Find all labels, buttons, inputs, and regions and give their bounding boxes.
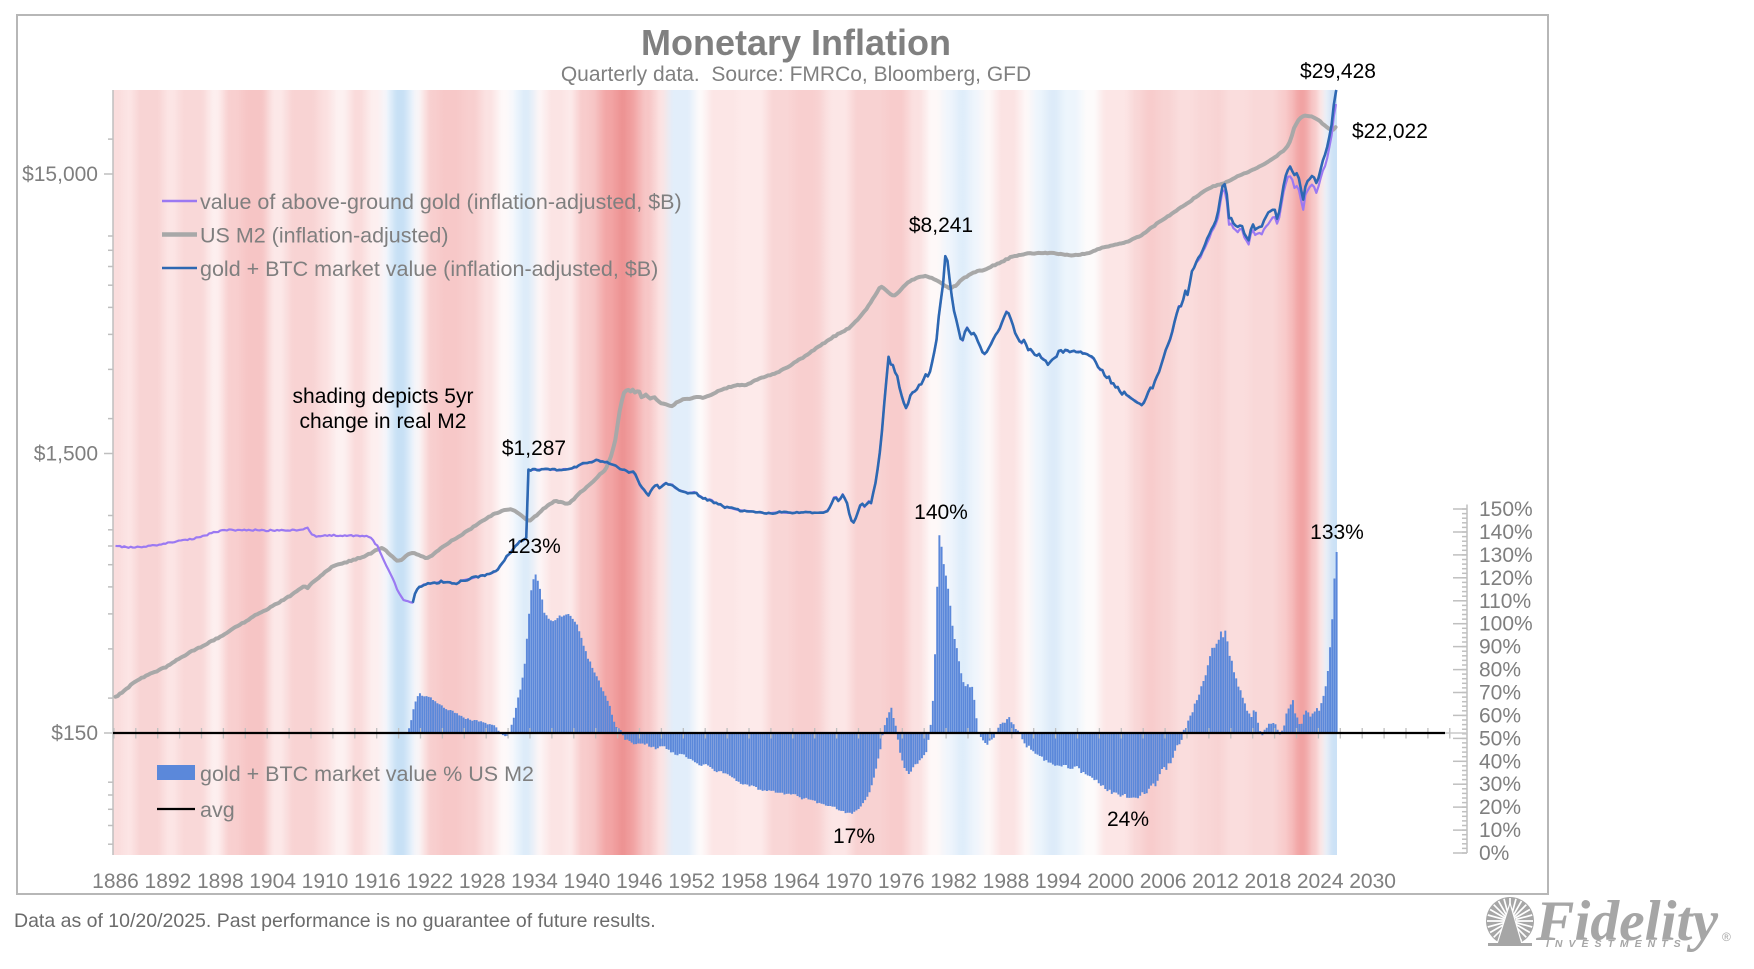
svg-text:140%: 140%: [1479, 521, 1533, 544]
svg-text:$150: $150: [51, 722, 98, 745]
svg-text:1994: 1994: [1035, 870, 1082, 893]
svg-text:Quarterly data. Source: FMRCo: Quarterly data. Source: FMRCo, Bloomberg…: [561, 63, 1031, 86]
svg-text:$22,022: $22,022: [1352, 120, 1428, 143]
svg-text:change in real M2: change in real M2: [300, 410, 467, 433]
svg-text:150%: 150%: [1479, 498, 1533, 521]
svg-text:1958: 1958: [721, 870, 768, 893]
svg-text:gold + BTC market value % US M: gold + BTC market value % US M2: [200, 762, 534, 786]
svg-text:1946: 1946: [616, 870, 663, 893]
svg-text:2024: 2024: [1297, 870, 1344, 893]
svg-text:20%: 20%: [1479, 796, 1521, 819]
svg-text:1928: 1928: [459, 870, 506, 893]
svg-text:2000: 2000: [1087, 870, 1134, 893]
svg-text:2012: 2012: [1192, 870, 1239, 893]
svg-text:100%: 100%: [1479, 613, 1533, 636]
svg-text:40%: 40%: [1479, 750, 1521, 773]
svg-text:®: ®: [1722, 930, 1731, 944]
svg-text:1940: 1940: [564, 870, 611, 893]
svg-text:80%: 80%: [1479, 659, 1521, 682]
svg-text:60%: 60%: [1479, 704, 1521, 727]
svg-text:US M2 (inflation-adjusted): US M2 (inflation-adjusted): [200, 224, 449, 248]
svg-text:0%: 0%: [1479, 842, 1509, 865]
svg-text:1982: 1982: [930, 870, 977, 893]
svg-text:70%: 70%: [1479, 682, 1521, 705]
svg-text:90%: 90%: [1479, 636, 1521, 659]
svg-text:50%: 50%: [1479, 727, 1521, 750]
svg-text:Data as of 10/20/2025. Past pe: Data as of 10/20/2025. Past performance …: [14, 910, 656, 932]
svg-text:avg: avg: [200, 798, 235, 822]
svg-text:24%: 24%: [1107, 808, 1149, 831]
svg-text:2006: 2006: [1140, 870, 1187, 893]
svg-text:shading depicts 5yr: shading depicts 5yr: [293, 385, 474, 408]
svg-text:Monetary Inflation: Monetary Inflation: [641, 22, 951, 63]
svg-text:1970: 1970: [825, 870, 872, 893]
svg-text:1934: 1934: [511, 870, 558, 893]
svg-text:1988: 1988: [983, 870, 1030, 893]
svg-text:1886: 1886: [92, 870, 139, 893]
svg-text:123%: 123%: [507, 535, 561, 558]
svg-text:$29,428: $29,428: [1300, 60, 1376, 83]
svg-text:1976: 1976: [878, 870, 925, 893]
svg-text:120%: 120%: [1479, 567, 1533, 590]
svg-text:Fidelity: Fidelity: [1535, 890, 1719, 953]
svg-text:1904: 1904: [249, 870, 296, 893]
svg-text:17%: 17%: [833, 825, 875, 848]
svg-text:gold + BTC market value (infla: gold + BTC market value (inflation-adjus…: [200, 257, 658, 281]
svg-text:110%: 110%: [1479, 590, 1531, 613]
svg-text:1916: 1916: [354, 870, 401, 893]
svg-text:2030: 2030: [1349, 870, 1396, 893]
svg-text:$1,500: $1,500: [34, 443, 98, 466]
svg-text:1898: 1898: [197, 870, 244, 893]
svg-text:INVESTMENTS: INVESTMENTS: [1546, 938, 1687, 950]
svg-text:$15,000: $15,000: [22, 163, 98, 186]
svg-text:10%: 10%: [1479, 819, 1521, 842]
svg-text:2018: 2018: [1245, 870, 1292, 893]
svg-text:130%: 130%: [1479, 544, 1533, 567]
svg-text:$8,241: $8,241: [909, 214, 973, 237]
svg-text:140%: 140%: [914, 501, 968, 524]
svg-text:1952: 1952: [668, 870, 715, 893]
svg-text:$1,287: $1,287: [502, 437, 566, 460]
svg-text:value of above-ground gold (in: value of above-ground gold (inflation-ad…: [200, 190, 682, 214]
svg-text:30%: 30%: [1479, 773, 1521, 796]
svg-text:1964: 1964: [773, 870, 820, 893]
svg-text:1922: 1922: [406, 870, 453, 893]
svg-text:1910: 1910: [302, 870, 349, 893]
svg-text:1892: 1892: [145, 870, 192, 893]
svg-text:133%: 133%: [1310, 521, 1364, 544]
